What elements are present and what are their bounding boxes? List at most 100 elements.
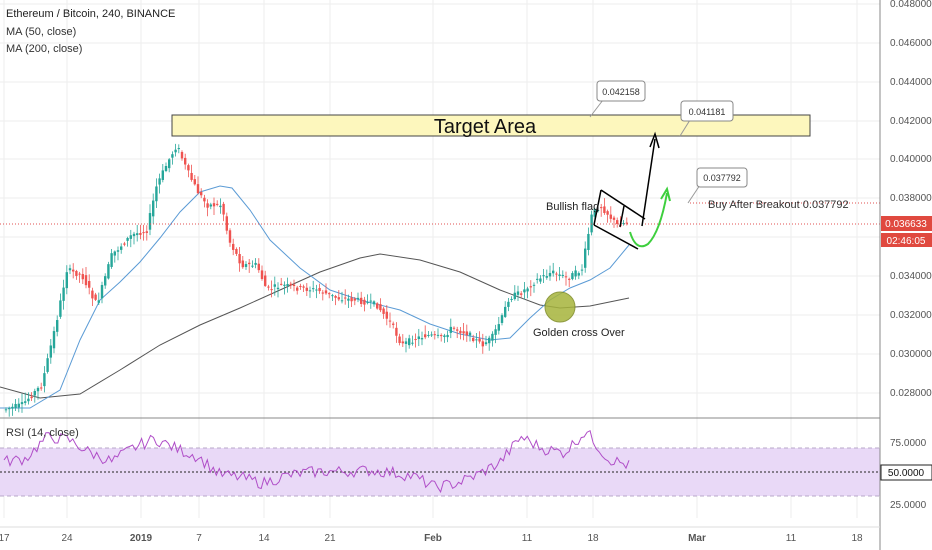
candle-body xyxy=(436,334,440,336)
candle-body xyxy=(532,284,536,286)
candle-body xyxy=(267,286,270,288)
candle-body xyxy=(552,270,555,274)
candle-body xyxy=(593,209,596,217)
bullish-flag-drawing[interactable] xyxy=(593,189,646,250)
candle-body xyxy=(539,278,542,282)
time-tick-label: 7 xyxy=(196,533,202,544)
candle-body xyxy=(577,273,580,276)
candle-body xyxy=(212,203,216,207)
candle-body xyxy=(360,297,363,304)
candle-body xyxy=(158,178,161,185)
time-tick-label: 2019 xyxy=(130,533,153,544)
candle-body xyxy=(17,403,20,408)
symbol-title[interactable]: Ethereum / Bitcoin, 240, BINANCE xyxy=(6,8,175,20)
candle-body xyxy=(97,300,100,303)
candle-body xyxy=(468,332,472,336)
candle-body xyxy=(65,272,68,289)
candle-body xyxy=(104,276,107,286)
candle-body xyxy=(568,278,571,280)
candle-body xyxy=(168,159,171,169)
candle-body xyxy=(590,214,593,233)
price-tick-label: 0.048000 xyxy=(890,0,932,10)
candle-body xyxy=(580,269,584,271)
price-tick-label: 0.046000 xyxy=(890,38,932,49)
price-tick-label: 0.034000 xyxy=(890,271,932,282)
callout-1-text: 0.042158 xyxy=(602,87,640,97)
candle-body xyxy=(219,205,222,208)
candle-body xyxy=(625,222,628,224)
rsi-axis-ticks[interactable]: 75.0000 25.0000 xyxy=(890,438,927,511)
candle-body xyxy=(356,297,360,300)
candle-body xyxy=(561,274,564,276)
time-axis-ticks[interactable]: 17 24 2019 7 14 21 Feb 11 18 Mar 11 18 xyxy=(0,533,863,544)
golden-cross-label: Golden cross Over xyxy=(533,327,625,339)
candle-body xyxy=(308,290,312,292)
candle-body xyxy=(206,203,209,208)
callout-1[interactable]: 0.042158 xyxy=(589,80,646,118)
candle-body xyxy=(203,197,206,202)
candle-body xyxy=(481,341,484,347)
candle-body xyxy=(4,409,8,411)
price-tick-label: 0.042000 xyxy=(890,116,932,127)
rsi-level-badge: 50.0000 xyxy=(880,464,932,481)
candle-body xyxy=(273,284,276,287)
candle-body xyxy=(296,287,299,291)
rsi-level-text: 50.0000 xyxy=(888,468,925,479)
candle-body xyxy=(129,235,132,239)
candle-body xyxy=(548,272,552,277)
candle-body xyxy=(280,283,283,285)
price-grid xyxy=(0,0,880,518)
ma50-line xyxy=(0,185,630,409)
candle-body xyxy=(427,334,430,336)
candle-body xyxy=(110,253,113,267)
candle-body xyxy=(68,268,72,271)
green-projection-arrow[interactable] xyxy=(629,186,671,248)
candle-body xyxy=(81,274,84,280)
candle-body xyxy=(542,275,545,277)
time-tick-label: 11 xyxy=(522,533,533,544)
callout-3[interactable]: 0.037792 xyxy=(687,167,748,204)
candle-body xyxy=(388,320,392,322)
time-tick-label: 11 xyxy=(786,533,797,544)
candle-body xyxy=(523,289,526,293)
candle-body xyxy=(49,345,52,358)
candle-body xyxy=(606,211,609,215)
rsi-legend[interactable]: RSI (14, close) xyxy=(6,427,79,439)
target-arrow[interactable] xyxy=(641,131,660,227)
rsi-line xyxy=(3,429,630,494)
rsi-tick-75: 75.0000 xyxy=(890,438,927,449)
candle-body xyxy=(286,284,289,286)
candle-body xyxy=(270,289,273,291)
candle-body xyxy=(596,210,600,212)
candle-body xyxy=(113,251,116,256)
candle-body xyxy=(395,327,398,336)
price-tick-label: 0.032000 xyxy=(890,310,932,321)
candle-body xyxy=(340,300,344,302)
candle-body xyxy=(574,270,577,277)
target-area-box[interactable] xyxy=(171,114,811,137)
candle-body xyxy=(536,278,539,280)
candle-body xyxy=(526,288,529,292)
candle-body xyxy=(584,248,587,268)
candle-body xyxy=(488,337,491,344)
candle-body xyxy=(414,339,417,341)
candle-body xyxy=(497,324,500,331)
candle-body xyxy=(94,294,97,300)
callout-2[interactable]: 0.041181 xyxy=(679,100,734,137)
price-tick-label: 0.030000 xyxy=(890,349,932,360)
candle-body xyxy=(420,338,424,340)
time-tick-label: 21 xyxy=(324,533,336,544)
candle-body xyxy=(411,342,414,344)
ma200-legend[interactable]: MA (200, close) xyxy=(6,43,82,55)
ma50-legend[interactable]: MA (50, close) xyxy=(6,26,76,38)
golden-cross-marker[interactable] xyxy=(544,291,576,323)
candle-body xyxy=(142,232,145,234)
price-tick-label: 0.040000 xyxy=(890,154,932,165)
price-tick-label: 0.044000 xyxy=(890,77,932,88)
candle-body xyxy=(385,311,388,319)
price-axis-bg xyxy=(880,0,932,550)
candle-body xyxy=(331,295,334,297)
candle-body xyxy=(328,293,331,295)
candle-body xyxy=(564,276,568,278)
